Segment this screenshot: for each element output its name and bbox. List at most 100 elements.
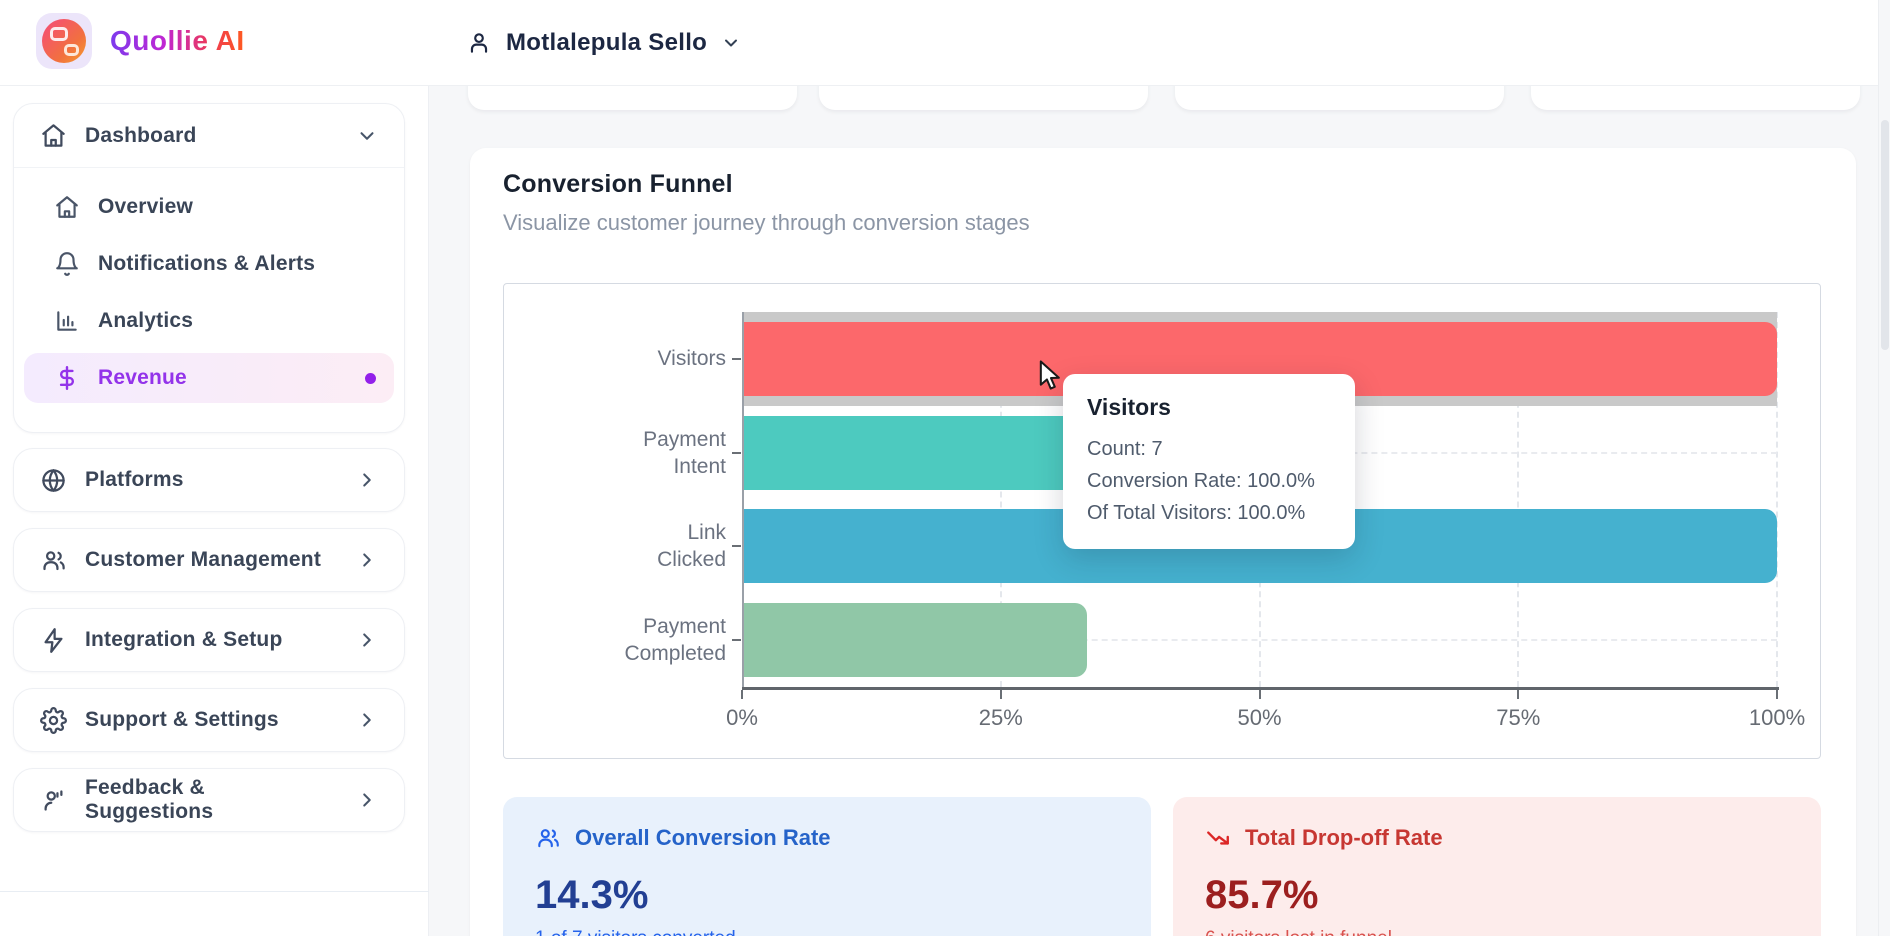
- users-icon: [535, 825, 561, 851]
- chat-bubbles-icon: [42, 19, 86, 63]
- sidebar-item-integration-setup[interactable]: Integration & Setup: [13, 608, 405, 672]
- vertical-gridline: [1776, 312, 1778, 687]
- drop-off-card: Total Drop-off Rate 85.7% 6 visitors los…: [1173, 797, 1821, 936]
- chevron-right-icon: [356, 549, 378, 571]
- sidebar-item-revenue[interactable]: Revenue: [24, 353, 394, 403]
- category-label: Link Clicked: [657, 521, 726, 572]
- stat-card-partial: [1175, 86, 1504, 110]
- metric-value: 14.3%: [535, 873, 649, 917]
- brand-logo: Quollie AI: [36, 13, 245, 69]
- users-icon: [40, 547, 67, 574]
- page-scrollbar[interactable]: [1878, 0, 1890, 936]
- scrollbar-thumb[interactable]: [1881, 120, 1889, 350]
- metric-subtitle: 1 of 7 visitors converted: [535, 928, 1119, 936]
- brand-logo-icon: [36, 13, 92, 69]
- brand-name: Quollie AI: [110, 25, 245, 56]
- sidebar: Dashboard Overview Notifications & Alert: [0, 86, 429, 936]
- y-axis-line: [742, 312, 744, 687]
- mouse-cursor-icon: [1036, 360, 1066, 392]
- x-axis-tick: [1258, 690, 1261, 699]
- chevron-right-icon: [356, 709, 378, 731]
- zap-icon: [40, 627, 67, 654]
- chevron-down-icon: [721, 33, 741, 53]
- active-dot-icon: [365, 372, 376, 384]
- metric-value: 85.7%: [1205, 873, 1319, 917]
- x-axis-tick: [1776, 690, 1778, 699]
- x-tick-label: 100%: [1748, 705, 1806, 730]
- sidebar-item-support-settings[interactable]: Support & Settings: [13, 688, 405, 752]
- category-label: Visitors: [657, 347, 726, 371]
- trending-down-icon: [1205, 825, 1231, 851]
- card-subtitle: Visualize customer journey through conve…: [503, 210, 1030, 235]
- bar-chart-icon: [54, 308, 80, 334]
- dollar-icon: [54, 365, 80, 391]
- metric-subtitle: 6 visitors lost in funnel: [1205, 928, 1789, 936]
- home-icon: [54, 194, 80, 220]
- x-axis-tick: [999, 690, 1002, 699]
- sidebar-item-label: Analytics: [98, 308, 194, 332]
- sidebar-item-label: Revenue: [98, 366, 187, 389]
- category-label: Payment Completed: [624, 615, 726, 666]
- chart-tooltip: Visitors Count: 7 Conversion Rate: 100.0…: [1063, 374, 1355, 549]
- x-axis-tick: [1517, 690, 1520, 699]
- y-axis-tick: [732, 545, 741, 548]
- sidebar-item-label: Support & Settings: [85, 708, 279, 731]
- sidebar-item-platforms[interactable]: Platforms: [13, 448, 405, 512]
- x-tick-label: 25%: [978, 705, 1023, 730]
- stat-card-partial: [819, 86, 1148, 110]
- account-switcher[interactable]: Motlalepula Sello: [466, 0, 741, 86]
- sidebar-item-analytics[interactable]: Analytics: [24, 292, 394, 349]
- sidebar-item-dashboard[interactable]: Dashboard: [14, 104, 404, 168]
- main-content: Conversion Funnel Visualize customer jou…: [429, 86, 1890, 936]
- chevron-right-icon: [356, 629, 378, 651]
- chevron-right-icon: [356, 789, 378, 811]
- feedback-icon: [40, 787, 67, 814]
- sidebar-item-label: Integration & Setup: [85, 628, 283, 651]
- x-tick-label: 50%: [1237, 705, 1282, 730]
- x-tick-label: 75%: [1496, 705, 1541, 730]
- sidebar-group-dashboard: Dashboard Overview Notifications & Alert: [13, 103, 405, 433]
- category-label: Payment Intent: [643, 427, 726, 478]
- y-axis-tick: [732, 451, 741, 454]
- y-axis-tick: [732, 639, 741, 642]
- globe-icon: [40, 467, 67, 494]
- conversion-funnel-card: Conversion Funnel Visualize customer jou…: [470, 148, 1856, 936]
- tooltip-conversion-rate: Conversion Rate: 100.0%: [1087, 470, 1315, 492]
- sidebar-item-customer-management[interactable]: Customer Management: [13, 528, 405, 592]
- account-name: Motlalepula Sello: [506, 29, 708, 56]
- metric-title: Total Drop-off Rate: [1245, 825, 1443, 850]
- gear-icon: [40, 706, 67, 734]
- sidebar-item-feedback-suggestions[interactable]: Feedback & Suggestions: [13, 768, 405, 832]
- bell-icon: [54, 251, 80, 277]
- tooltip-count: Count: 7: [1087, 438, 1163, 460]
- tooltip-title: Visitors: [1087, 394, 1171, 420]
- sidebar-item-overview[interactable]: Overview: [24, 178, 394, 235]
- x-tick-label: 0%: [726, 705, 758, 730]
- vertical-gridline: [1517, 312, 1520, 687]
- sidebar-item-label: Feedback & Suggestions: [85, 776, 214, 823]
- sidebar-item-label: Dashboard: [85, 123, 197, 147]
- stat-card-partial: [468, 86, 797, 110]
- card-title: Conversion Funnel: [503, 170, 733, 198]
- horizontal-gridline: [742, 639, 1777, 642]
- sidebar-item-label: Notifications & Alerts: [98, 251, 316, 275]
- stat-card-partial: [1531, 86, 1860, 110]
- x-axis-tick: [741, 690, 743, 699]
- sidebar-item-notifications-alerts[interactable]: Notifications & Alerts: [24, 235, 394, 292]
- user-icon: [466, 30, 492, 56]
- x-axis-line: [742, 687, 1779, 690]
- tooltip-of-total: Of Total Visitors: 100.0%: [1087, 502, 1306, 524]
- sidebar-item-label: Customer Management: [85, 548, 322, 571]
- home-icon: [40, 122, 67, 149]
- sidebar-divider: [0, 891, 429, 892]
- sidebar-item-label: Platforms: [85, 468, 184, 491]
- chevron-right-icon: [356, 469, 378, 491]
- funnel-bar-payment-completed[interactable]: [742, 603, 1087, 678]
- y-axis-tick: [732, 357, 741, 360]
- top-header: Quollie AI Motlalepula Sello Scale Flex …: [0, 0, 1890, 86]
- chevron-down-icon: [356, 125, 378, 147]
- vertical-gridline: [999, 312, 1002, 687]
- overall-conversion-card: Overall Conversion Rate 14.3% 1 of 7 vis…: [503, 797, 1151, 936]
- metric-title: Overall Conversion Rate: [575, 825, 831, 850]
